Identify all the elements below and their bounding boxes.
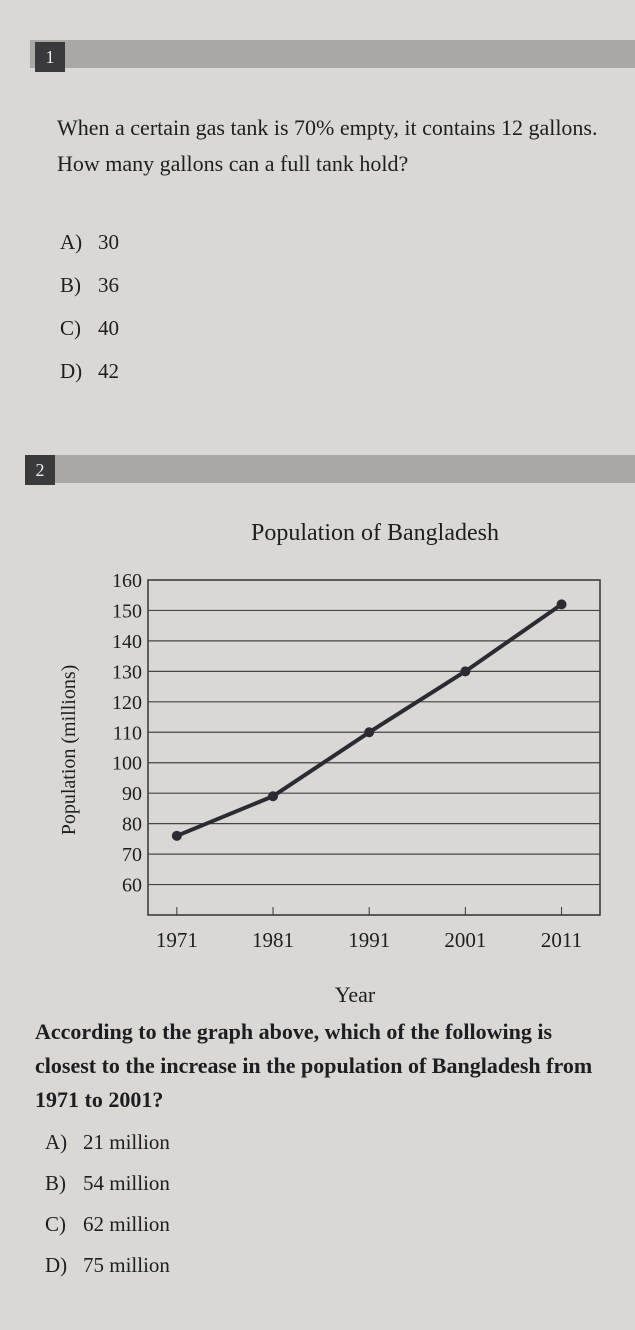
y-tick-label: 150 — [112, 600, 142, 622]
choice-letter: D) — [60, 359, 83, 383]
answer-choice: B) 54 million — [45, 1171, 170, 1196]
y-tick-label: 130 — [112, 661, 142, 683]
choice-letter: A) — [60, 230, 83, 254]
y-tick-label: 60 — [122, 875, 142, 897]
choice-text: 30 — [98, 230, 119, 254]
y-tick-label: 70 — [122, 844, 142, 866]
question-prompt: According to the graph above, which of t… — [35, 1019, 593, 1112]
choice-text: 75 million — [83, 1253, 170, 1277]
choice-text: 54 million — [83, 1171, 170, 1195]
answer-choice: A) 21 million — [45, 1130, 170, 1155]
x-axis-label: Year — [335, 982, 376, 1007]
data-point — [460, 666, 471, 677]
y-tick-label: 80 — [122, 814, 142, 836]
plot-area — [147, 579, 601, 916]
question-prompt: When a certain gas tank is 70% empty, it… — [57, 115, 598, 176]
data-point — [171, 830, 182, 841]
x-tick-label: 2001 — [444, 928, 486, 952]
data-line — [176, 602, 563, 838]
y-tick-label: 160 — [112, 570, 142, 592]
y-tick-label: 120 — [112, 692, 142, 714]
x-tick-label: 1991 — [348, 928, 390, 952]
y-axis-label: Population (millions) — [58, 665, 80, 836]
section-bar — [30, 455, 635, 483]
choice-text: 40 — [98, 316, 119, 340]
x-tick-label: 1971 — [156, 928, 198, 952]
data-point — [268, 791, 279, 802]
data-point — [364, 727, 375, 738]
chart: Population of Bangladesh Population (mil… — [58, 520, 601, 1007]
answer-choice: B) 36 — [60, 273, 119, 298]
choice-letter: B) — [60, 273, 81, 297]
x-tick-label: 2011 — [541, 928, 582, 952]
answer-choice: C) 62 million — [45, 1212, 170, 1237]
section-bar — [30, 40, 635, 68]
answer-choice: A) 30 — [60, 230, 119, 255]
answer-choice: D) 75 million — [45, 1253, 170, 1278]
choice-text: 42 — [98, 359, 119, 383]
y-tick-label: 110 — [113, 722, 142, 744]
choice-letter: C) — [45, 1212, 66, 1236]
chart-title: Population of Bangladesh — [251, 520, 499, 546]
answer-choice: C) 40 — [60, 316, 119, 341]
choice-text: 36 — [98, 273, 119, 297]
question-number: 1 — [35, 42, 65, 72]
answer-choice: D) 42 — [60, 359, 119, 384]
y-tick-label: 90 — [122, 783, 142, 805]
choice-text: 21 million — [83, 1130, 170, 1154]
choice-letter: B) — [45, 1171, 66, 1195]
data-point — [556, 599, 567, 610]
choice-letter: A) — [45, 1130, 68, 1154]
x-tick-label: 1981 — [252, 928, 294, 952]
choice-letter: C) — [60, 316, 81, 340]
choice-letter: D) — [45, 1253, 68, 1277]
question-number: 2 — [25, 455, 55, 485]
y-tick-label: 100 — [112, 753, 142, 775]
y-tick-label: 140 — [112, 631, 142, 653]
choice-text: 62 million — [83, 1212, 170, 1236]
